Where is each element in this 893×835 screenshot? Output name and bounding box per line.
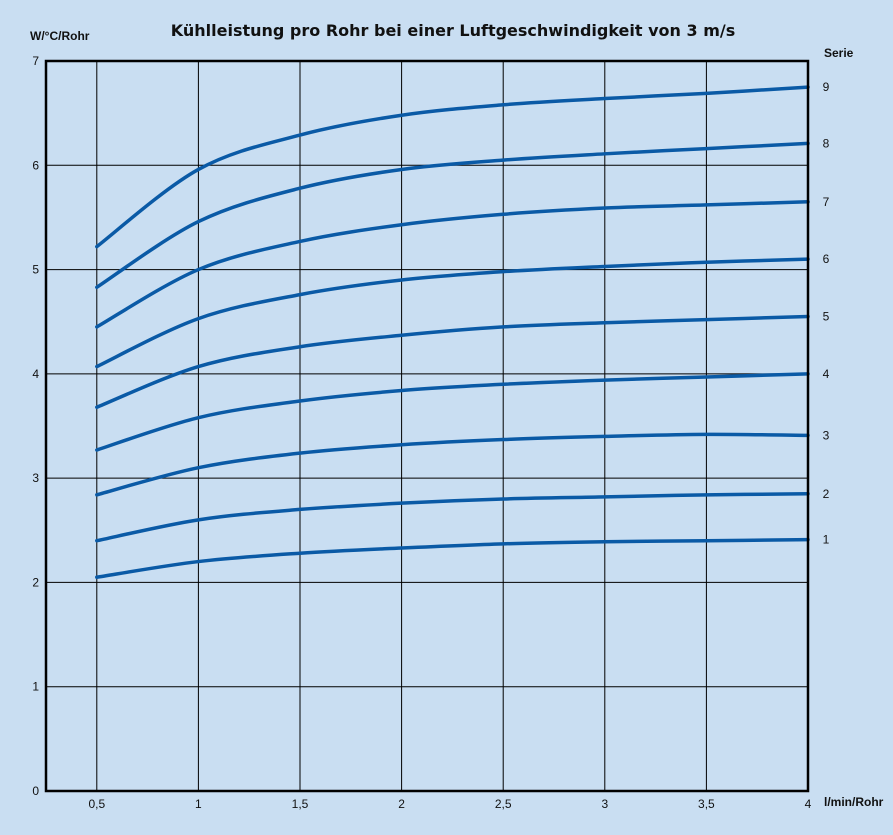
series-lines	[95, 85, 810, 579]
x-tick-label: 1	[195, 797, 202, 811]
y-tick-label: 3	[32, 471, 39, 485]
series-labels: 1 2 3 4 5 6 7 8 9	[823, 80, 830, 547]
x-axis-label: l/min/Rohr	[824, 795, 884, 809]
series-line-5	[95, 314, 810, 409]
series-line-4	[95, 372, 810, 452]
x-tick-label: 3,5	[698, 797, 715, 811]
x-tick-label: 2,5	[495, 797, 512, 811]
x-tick-label: 2	[398, 797, 405, 811]
y-tick-label: 5	[32, 263, 39, 277]
grid	[46, 61, 809, 791]
series-label-1: 1	[823, 533, 830, 547]
series-label-6: 6	[823, 252, 830, 266]
x-tick-label: 0,5	[88, 797, 105, 811]
plot-frame	[44, 59, 810, 793]
series-label-8: 8	[823, 136, 830, 150]
series-label-5: 5	[823, 310, 830, 324]
series-label-9: 9	[823, 80, 830, 94]
series-label-7: 7	[823, 195, 830, 209]
series-line-9	[95, 85, 810, 249]
y-axis-label: W/°C/Rohr	[30, 29, 90, 43]
x-tick-label: 1,5	[292, 797, 309, 811]
series-line-6	[95, 257, 810, 369]
series-line-8	[95, 141, 810, 290]
y-tick-label: 1	[32, 680, 39, 694]
y-tick-label: 2	[32, 575, 39, 589]
x-tick-label: 4	[805, 797, 812, 811]
y-tick-label: 0	[32, 784, 39, 798]
legend-title: Serie	[824, 46, 854, 60]
series-line-3	[95, 432, 810, 497]
y-tick-label: 4	[32, 367, 39, 381]
series-label-4: 4	[823, 367, 830, 381]
chart-title: Kühlleistung pro Rohr bei einer Luftgesc…	[171, 21, 735, 40]
y-tick-label: 7	[32, 54, 39, 68]
series-line-2	[95, 492, 810, 543]
series-line-7	[95, 200, 810, 329]
series-label-2: 2	[823, 487, 830, 501]
series-label-3: 3	[823, 428, 830, 442]
y-tick-label: 6	[32, 158, 39, 172]
x-tick-label: 3	[601, 797, 608, 811]
tick-labels: 0,5 1 1,5 2 2,5 3 3,5 4 0 1 2 3 4 5 6 7	[32, 54, 811, 811]
series-line-1	[95, 537, 810, 579]
